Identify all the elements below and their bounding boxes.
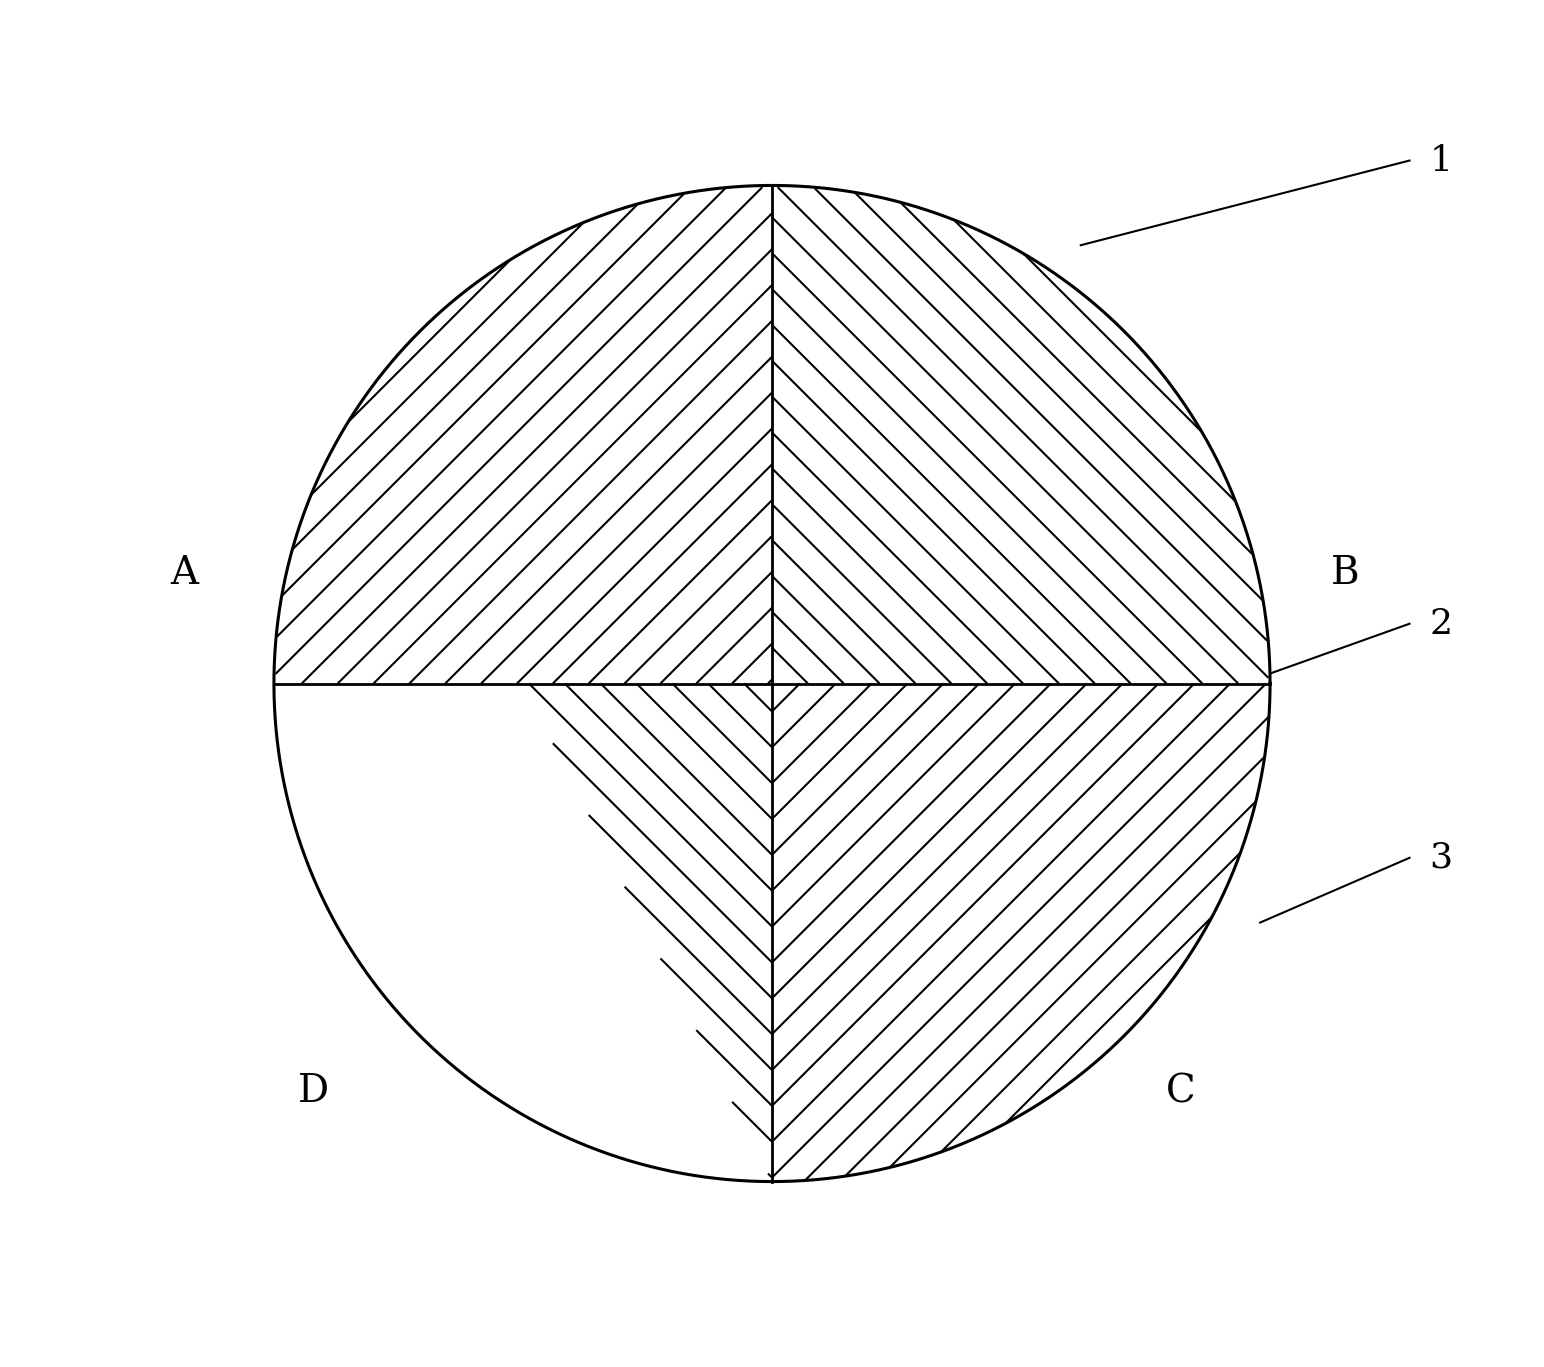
Text: D: D (298, 1073, 329, 1110)
Text: 2: 2 (1430, 607, 1453, 641)
Text: A: A (170, 555, 198, 592)
Text: 3: 3 (1430, 841, 1453, 875)
Text: B: B (1331, 555, 1359, 592)
Text: C: C (1166, 1073, 1195, 1110)
Text: 1: 1 (1430, 144, 1453, 178)
